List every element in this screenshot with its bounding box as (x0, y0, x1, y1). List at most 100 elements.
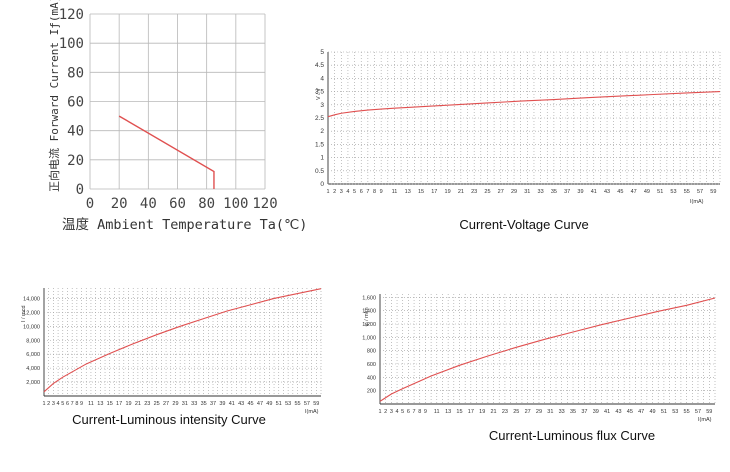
x-tick-label: 19 (479, 409, 485, 415)
x-tick-label: 40 (140, 196, 157, 212)
x-tick-label: 100 (223, 196, 248, 212)
x-tick-label: 29 (536, 409, 542, 415)
y-tick-label: 4,000 (26, 366, 40, 372)
y-tick-label: 3 (320, 102, 324, 109)
x-tick-label: 49 (644, 189, 650, 195)
x-tick-label: 13 (97, 401, 103, 407)
y-axis-label: 正向电流 Forward Current Iƒ(mA) (47, 0, 61, 192)
y-tick-label: 0 (76, 182, 84, 198)
y-tick-label: 4.5 (315, 62, 324, 69)
y-tick-label: 1,600 (362, 295, 376, 301)
y-tick-label: 5 (320, 49, 324, 56)
x-tick-label: 21 (490, 409, 496, 415)
y-tick-label: 4 (320, 75, 324, 82)
x-tick-label: 57 (697, 189, 703, 195)
series-line (379, 297, 716, 402)
x-tick-label: 13 (445, 409, 451, 415)
y-tick-label: 120 (59, 7, 84, 23)
y-tick-label: 0 (320, 181, 324, 188)
x-tick-label: 8 (373, 189, 376, 195)
x-tick-label: 51 (661, 409, 667, 415)
x-tick-label: 27 (498, 189, 504, 195)
x-tick-label: 43 (615, 409, 621, 415)
x-tick-label: 60 (169, 196, 186, 212)
x-tick-label: 55 (684, 409, 690, 415)
x-tick-label: 55 (294, 401, 300, 407)
y-tick-label: 6,000 (26, 352, 40, 358)
y-tick-label: 0.5 (315, 168, 324, 175)
x-tick-label: 9 (424, 409, 427, 415)
series-line (118, 115, 215, 189)
x-tick-label: 49 (266, 401, 272, 407)
chart-title: Current-Luminous flux Curve (489, 428, 655, 443)
x-tick-label: 7 (71, 401, 74, 407)
x-tick-label: 25 (484, 189, 490, 195)
x-tick-label: 8 (418, 409, 421, 415)
x-tick-label: 55 (684, 189, 690, 195)
x-tick-label: 45 (627, 409, 633, 415)
x-tick-label: 17 (468, 409, 474, 415)
x-tick-label: 33 (538, 189, 544, 195)
x-tick-label: 23 (471, 189, 477, 195)
x-tick-label: 41 (604, 409, 610, 415)
x-tick-label: 5 (353, 189, 356, 195)
y-tick-label: 1 (320, 155, 324, 162)
x-tick-label: 41 (591, 189, 597, 195)
x-tick-label: 43 (604, 189, 610, 195)
y-tick-label: 2 (320, 128, 324, 135)
x-tick-label: 3 (52, 401, 55, 407)
x-tick-label: 11 (88, 401, 94, 407)
y-tick-label: 200 (367, 389, 376, 395)
x-tick-label: 23 (502, 409, 508, 415)
x-tick-label: 45 (248, 401, 254, 407)
x-tick-label: 20 (111, 196, 128, 212)
chart-current-voltage: 00.511.522.533.544.551 2 3 4 5 6 7 8 9 11 13 15 17 19… (315, 49, 721, 232)
x-tick-label: 29 (172, 401, 178, 407)
x-tick-label: 31 (182, 401, 188, 407)
x-tick-label: 19 (445, 189, 451, 195)
x-tick-label: 47 (638, 409, 644, 415)
chart-title: Current-Luminous intensity Curve (72, 412, 266, 427)
x-tick-label: 39 (593, 409, 599, 415)
x-tick-label: 5 (61, 401, 64, 407)
x-tick-label: 59 (706, 409, 712, 415)
x-tick-label: 31 (547, 409, 553, 415)
x-tick-label: 25 (513, 409, 519, 415)
y-tick-label: 100 (59, 36, 84, 52)
x-tick-label: 39 (577, 189, 583, 195)
x-tick-label: 51 (276, 401, 282, 407)
x-tick-label: 47 (631, 189, 637, 195)
x-tick-label: 13 (405, 189, 411, 195)
y-tick-label: 1,200 (362, 322, 376, 328)
x-tick-label: 7 (413, 409, 416, 415)
x-tick-label: 29 (511, 189, 517, 195)
x-tick-label: 0 (86, 196, 94, 212)
x-tick-label: 3 (390, 409, 393, 415)
x-tick-label: 59 (710, 189, 716, 195)
x-tick-label: 17 (116, 401, 122, 407)
x-tick-label: 37 (564, 189, 570, 195)
y-tick-label: 60 (67, 95, 84, 111)
x-tick-label: 33 (191, 401, 197, 407)
x-tick-label: 17 (431, 189, 437, 195)
chart-title: Current-Voltage Curve (459, 217, 588, 232)
x-tick-label: 7 (366, 189, 369, 195)
series-line (43, 288, 322, 393)
y-tick-label: 400 (367, 375, 376, 381)
x-tick-label: 4 (346, 189, 349, 195)
x-tick-label: 8 (75, 401, 78, 407)
y-tick-label: 8,000 (26, 338, 40, 344)
x-tick-label: 53 (672, 409, 678, 415)
x-tick-label: 59 (313, 401, 319, 407)
y-axis-label: V / V (316, 88, 322, 100)
x-tick-label: 2 (384, 409, 387, 415)
x-tick-label: 49 (649, 409, 655, 415)
x-tick-label: 57 (304, 401, 310, 407)
x-tick-label: 23 (144, 401, 150, 407)
x-tick-label: 6 (360, 189, 363, 195)
x-tick-label: 9 (380, 189, 383, 195)
x-tick-label: 6 (66, 401, 69, 407)
x-axis-label: I(mA) (690, 199, 704, 205)
